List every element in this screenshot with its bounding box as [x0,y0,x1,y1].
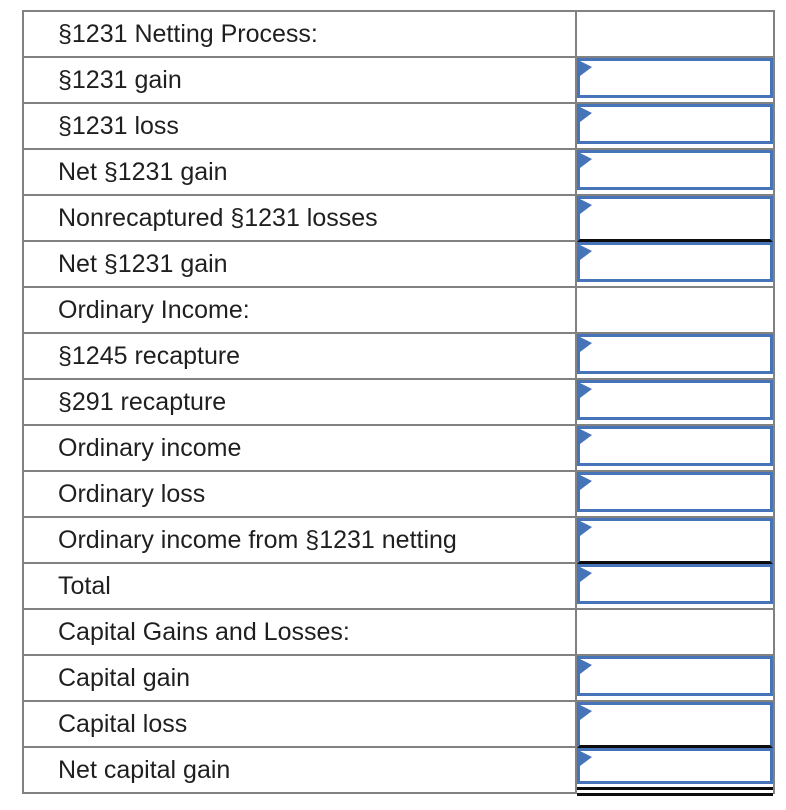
answer-input-field[interactable] [577,104,773,144]
answer-cell [577,104,773,148]
row-label-cell: Net §1231 gain [24,150,577,194]
table-row: Capital loss [24,702,773,748]
row-label-cell: §1231 Netting Process: [24,12,577,56]
row-label: §291 recapture [58,387,227,416]
row-label: Ordinary loss [58,479,206,508]
answer-cell [577,196,773,242]
row-label-cell: §1245 recapture [24,334,577,378]
table-row: Total [24,564,773,610]
answer-input-field[interactable] [577,472,773,512]
row-label-cell: Net §1231 gain [24,242,577,286]
row-label-cell: §1231 gain [24,58,577,102]
answer-cell [577,380,773,424]
answer-cell [577,58,773,102]
row-label-cell: Total [24,564,577,608]
table-row: Ordinary Income: [24,288,773,334]
worksheet-table: §1231 Netting Process: §1231 gain §1231 … [22,10,775,796]
table-row: Nonrecaptured §1231 losses [24,196,773,242]
row-label-cell: Ordinary Income: [24,288,577,332]
cell-marker-icon [580,475,592,490]
row-label: §1231 loss [58,111,179,140]
answer-cell [577,518,773,564]
table-row: Ordinary income [24,426,773,472]
row-label: Ordinary income from §1231 netting [58,525,457,554]
answer-input-field[interactable] [577,380,773,420]
table-row: Net capital gain [24,748,773,796]
row-label-cell: §291 recapture [24,380,577,424]
answer-cell [577,472,773,516]
row-label: Capital Gains and Losses: [58,617,350,646]
table-row: Ordinary loss [24,472,773,518]
table-row: Net §1231 gain [24,150,773,196]
answer-cell [577,656,773,700]
answer-input-field[interactable] [577,334,773,374]
row-label: Ordinary income [58,433,242,462]
row-label: §1231 Netting Process: [58,19,318,48]
cell-marker-icon [580,383,592,398]
cell-marker-icon [580,153,592,168]
row-label-cell: Capital loss [24,702,577,746]
table-row: §291 recapture [24,380,773,426]
table-row: Ordinary income from §1231 netting [24,518,773,564]
row-label-cell: Ordinary income from §1231 netting [24,518,577,562]
answer-cell [577,288,773,332]
row-label: Nonrecaptured §1231 losses [58,203,378,232]
cell-marker-icon [580,429,592,444]
cell-marker-icon [580,107,592,122]
row-label: Ordinary Income: [58,295,250,324]
double-underline [577,787,773,796]
table-row: §1231 gain [24,58,773,104]
answer-input-field[interactable] [577,196,773,242]
answer-cell [577,426,773,470]
row-label: Net capital gain [58,755,231,784]
answer-input-field[interactable] [577,564,773,604]
row-label-cell: Ordinary loss [24,472,577,516]
cell-marker-icon [580,61,592,76]
answer-input-field[interactable] [577,748,773,784]
cell-marker-icon [580,245,592,260]
answer-cell [577,12,773,56]
answer-input-field[interactable] [577,656,773,696]
answer-cell [577,150,773,194]
answer-input-field[interactable] [577,242,773,282]
cell-marker-icon [580,199,592,214]
row-label-cell: Nonrecaptured §1231 losses [24,196,577,240]
answer-cell [577,702,773,748]
answer-input-field[interactable] [577,58,773,98]
row-label: Net §1231 gain [58,249,228,278]
table-row: Capital Gains and Losses: [24,610,773,656]
row-label: Capital loss [58,709,188,738]
cell-marker-icon [580,567,592,582]
table-row: Net §1231 gain [24,242,773,288]
answer-cell [577,564,773,608]
table-row: §1231 Netting Process: [24,12,773,58]
row-label: Total [58,571,111,600]
row-label-cell: Net capital gain [24,748,577,792]
row-label-cell: Ordinary income [24,426,577,470]
row-label: §1231 gain [58,65,182,94]
answer-input-field[interactable] [577,702,773,748]
cell-marker-icon [580,337,592,352]
row-label: Net §1231 gain [58,157,228,186]
row-label: §1245 recapture [58,341,241,370]
table-row: §1245 recapture [24,334,773,380]
answer-cell [577,610,773,654]
cell-marker-icon [580,751,592,766]
cell-marker-icon [580,521,592,536]
row-label: Capital gain [58,663,191,692]
answer-cell [577,334,773,378]
answer-cell [577,242,773,286]
table-row: Capital gain [24,656,773,702]
answer-input-field[interactable] [577,150,773,190]
cell-marker-icon [580,705,592,720]
row-label-cell: §1231 loss [24,104,577,148]
row-label-cell: Capital gain [24,656,577,700]
row-label-cell: Capital Gains and Losses: [24,610,577,654]
answer-cell [577,748,773,796]
table-row: §1231 loss [24,104,773,150]
cell-marker-icon [580,659,592,674]
answer-input-field[interactable] [577,518,773,564]
answer-input-field[interactable] [577,426,773,466]
